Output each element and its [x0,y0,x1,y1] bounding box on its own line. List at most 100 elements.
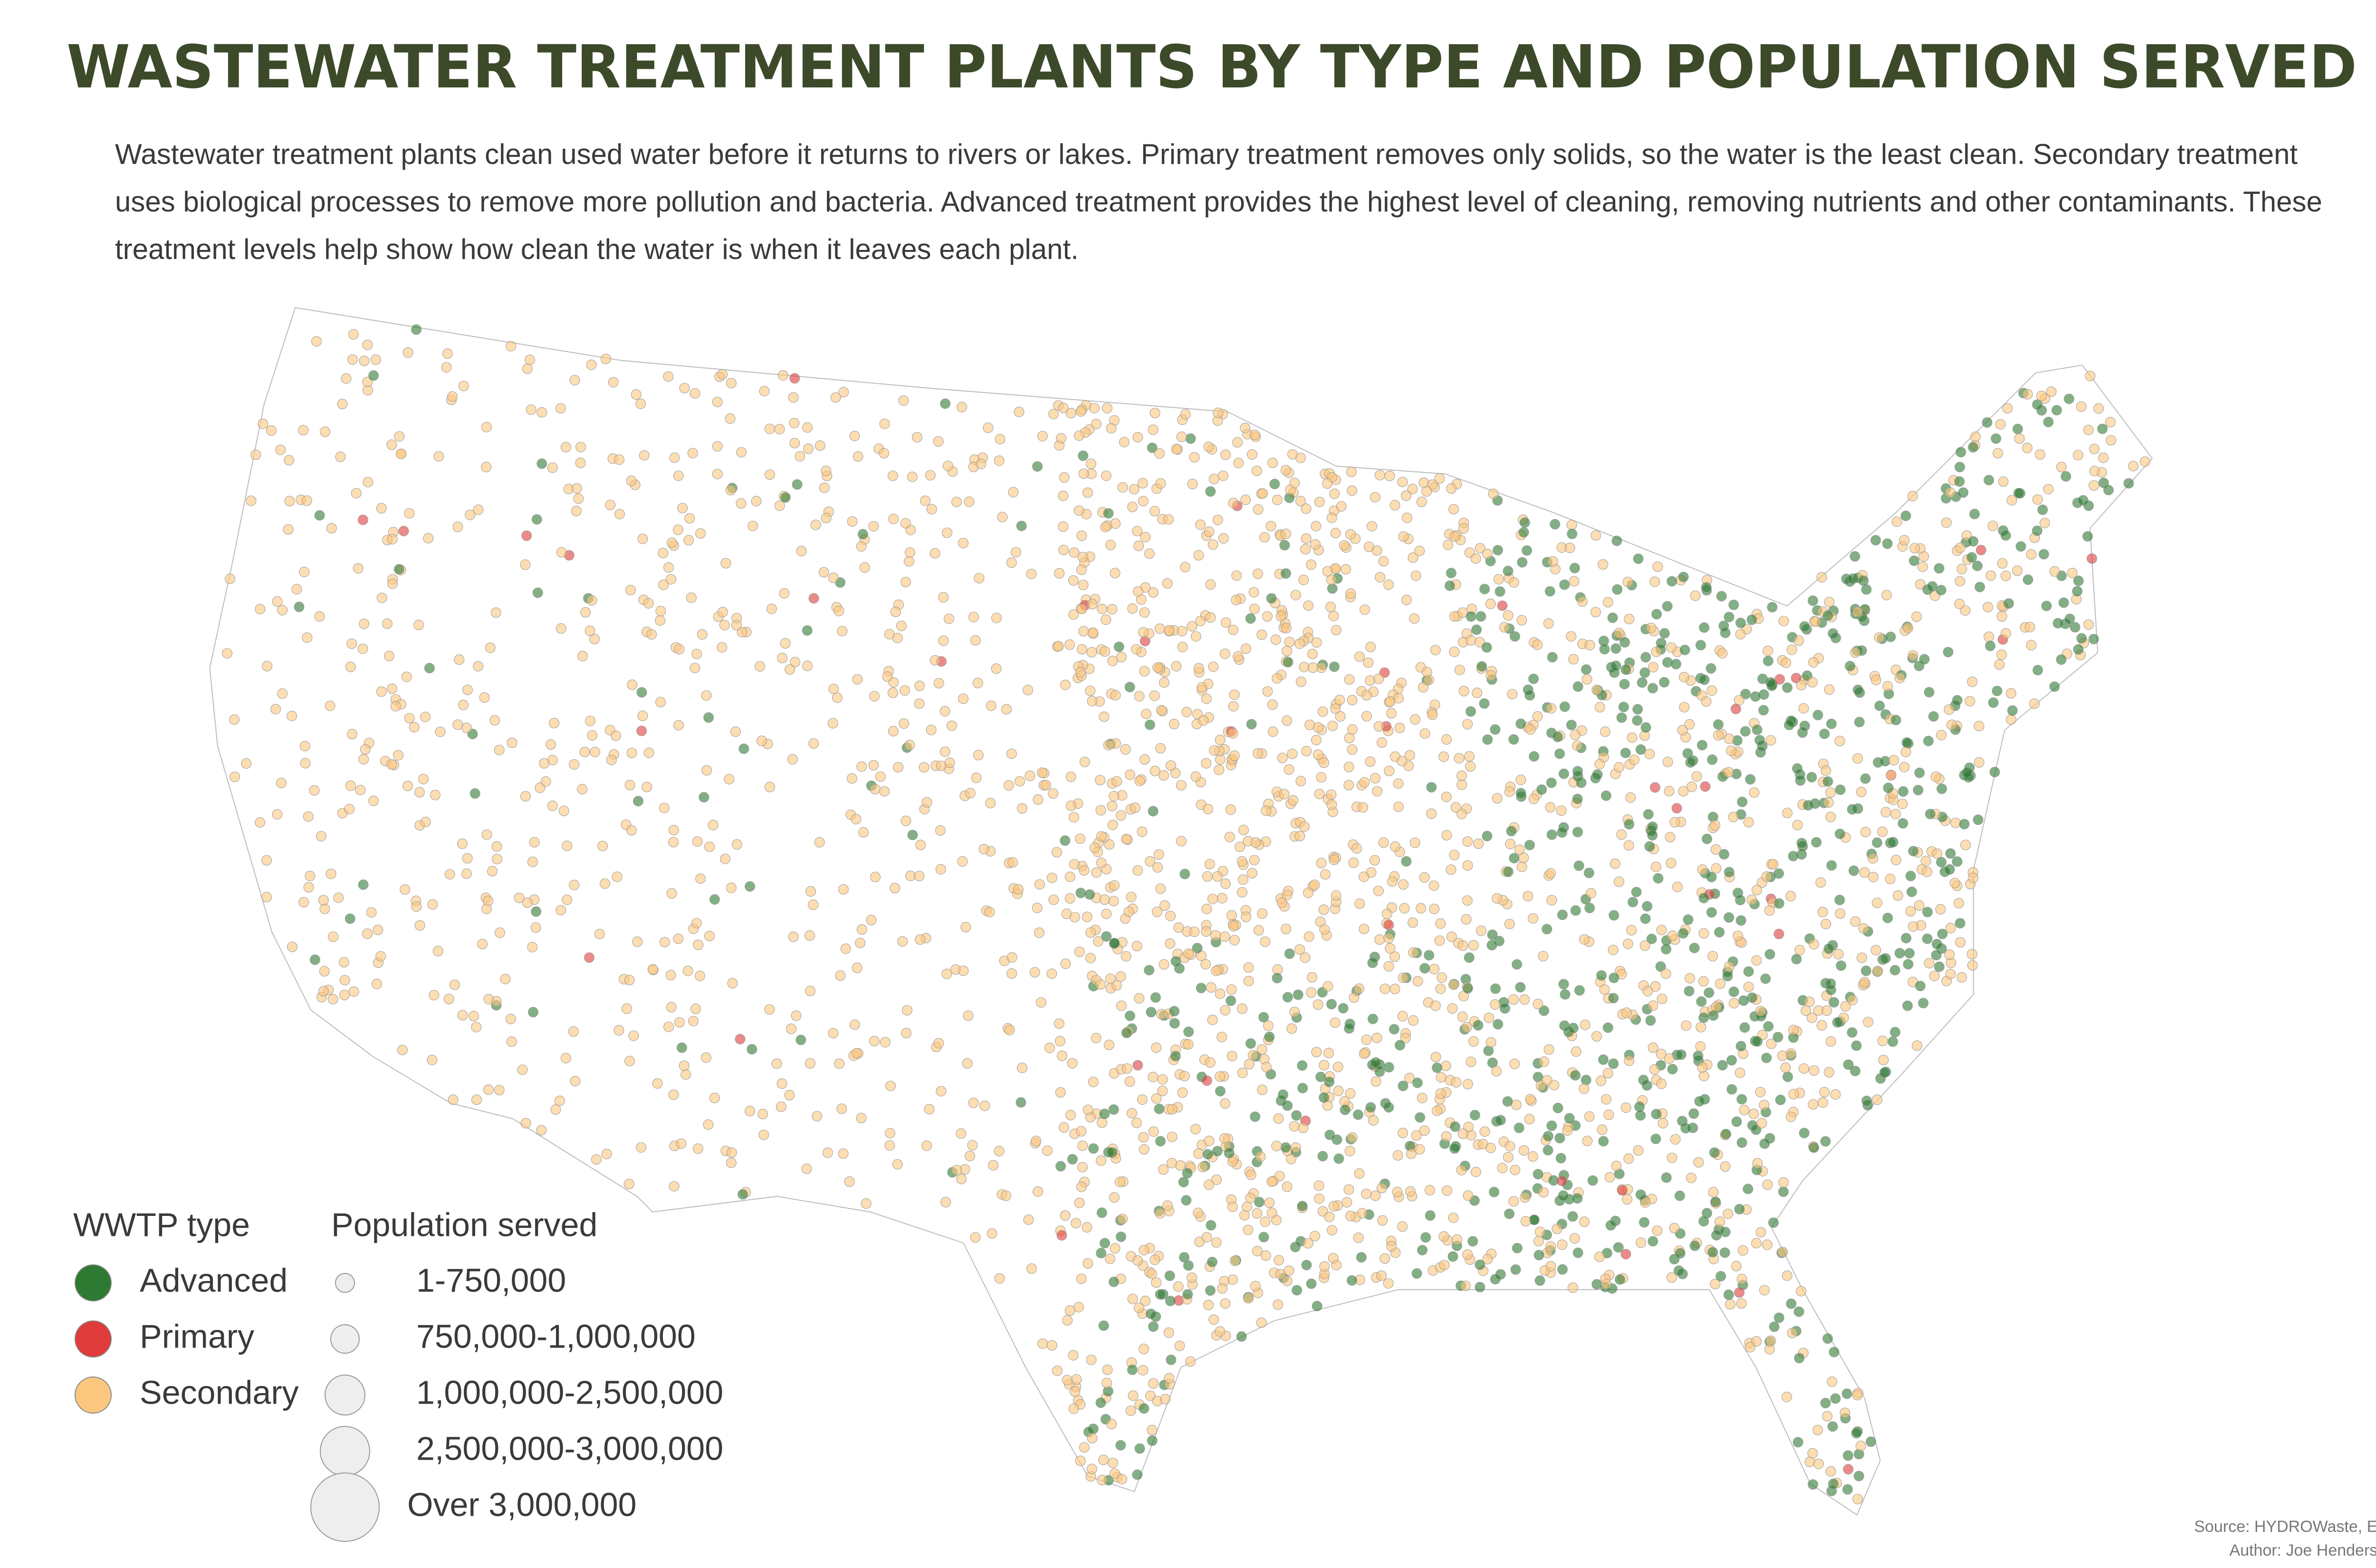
plant-point [1279,540,1290,551]
plant-point [1056,1230,1067,1241]
plant-point [1410,714,1420,725]
plant-point [1146,1309,1157,1319]
plant-point [1257,488,1268,499]
plant-point [691,918,702,928]
plant-point [1046,1340,1057,1351]
plant-point [1788,851,1799,861]
plant-point [1743,966,1754,977]
plant-point [1894,672,1905,683]
plant-point [489,715,500,726]
plant-point [1037,1338,1048,1349]
plant-point [1165,760,1176,771]
plant-point [1519,994,1530,1005]
plant-point [1974,721,1984,732]
plant-point [1772,1032,1783,1042]
plant-point [1786,1298,1797,1309]
plant-point [821,513,832,524]
us-map [209,307,2153,1516]
plant-point [1626,925,1637,936]
plant-point [1960,840,1971,851]
plant-point [1145,1390,1156,1401]
plant-point [1257,1084,1268,1095]
plant-point [709,894,720,905]
plant-point [299,566,310,577]
plant-point [708,820,719,831]
plant-point [300,758,311,769]
plant-point [724,774,735,784]
plant-point [1282,1275,1293,1286]
plant-point [933,436,944,447]
plant-point [1329,661,1340,672]
plant-point [1706,907,1717,918]
plant-point [1820,1136,1831,1147]
plant-point [1929,970,1940,981]
plant-point [2041,601,2052,612]
plant-point [1183,1260,1194,1271]
plant-point [1512,1243,1523,1253]
plant-point [1195,519,1206,530]
plant-point [1954,476,1965,487]
plant-point [1107,801,1118,812]
plant-point [1089,842,1100,853]
plant-point [1133,540,1144,551]
plant-point [423,533,434,544]
plant-point [1419,872,1430,883]
plant-point [1698,1071,1709,1081]
plant-point [1677,725,1688,736]
plant-point [414,787,425,798]
plant-point [2040,517,2050,528]
plant-point [2032,399,2043,410]
plant-point [1726,1055,1737,1066]
plant-point [575,458,586,468]
plant-point [1623,1153,1634,1164]
plant-point [363,477,374,488]
plant-point [1994,659,2005,670]
plant-point [1421,667,1432,678]
plant-point [1068,1403,1079,1414]
plant-point [880,1037,891,1048]
plant-point [1672,881,1683,892]
plant-point [1988,697,1999,708]
plant-point [333,892,344,903]
plant-point [1885,631,1896,642]
plant-point [614,509,625,519]
plant-point [1665,832,1676,842]
plant-point [1825,787,1836,798]
plant-point [1596,970,1607,981]
plant-point [401,671,412,682]
plant-point [1082,1222,1092,1233]
plant-point [1313,1180,1324,1191]
plant-point [1768,859,1779,870]
plant-point [359,618,370,629]
plant-point [1155,1289,1166,1300]
plant-point [1148,1071,1159,1082]
plant-point [1470,553,1481,564]
plant-point [1102,1377,1112,1388]
plant-point [276,777,287,788]
plant-point [1228,701,1239,712]
plant-point [765,469,775,480]
plant-point [914,680,925,691]
plant-point [1941,517,1952,528]
plant-point [1307,662,1318,673]
plant-point [1299,661,1310,672]
plant-point [560,442,571,453]
plant-point [1171,444,1182,454]
plant-point [991,663,1002,674]
plant-point [1181,1195,1192,1206]
plant-point [1702,833,1713,844]
plant-point [432,946,443,956]
plant-point [1820,918,1831,929]
plant-point [1475,1259,1485,1270]
plant-point [1905,906,1916,917]
plant-point [1850,916,1861,927]
plant-point [2103,485,2114,496]
plant-point [522,897,533,908]
plant-point [666,574,676,585]
plant-point [521,530,532,541]
plant-point [1154,448,1165,459]
plant-point [1262,686,1273,697]
plant-point [1390,841,1401,852]
plant-point [1934,961,1945,972]
plant-point [1127,603,1138,614]
